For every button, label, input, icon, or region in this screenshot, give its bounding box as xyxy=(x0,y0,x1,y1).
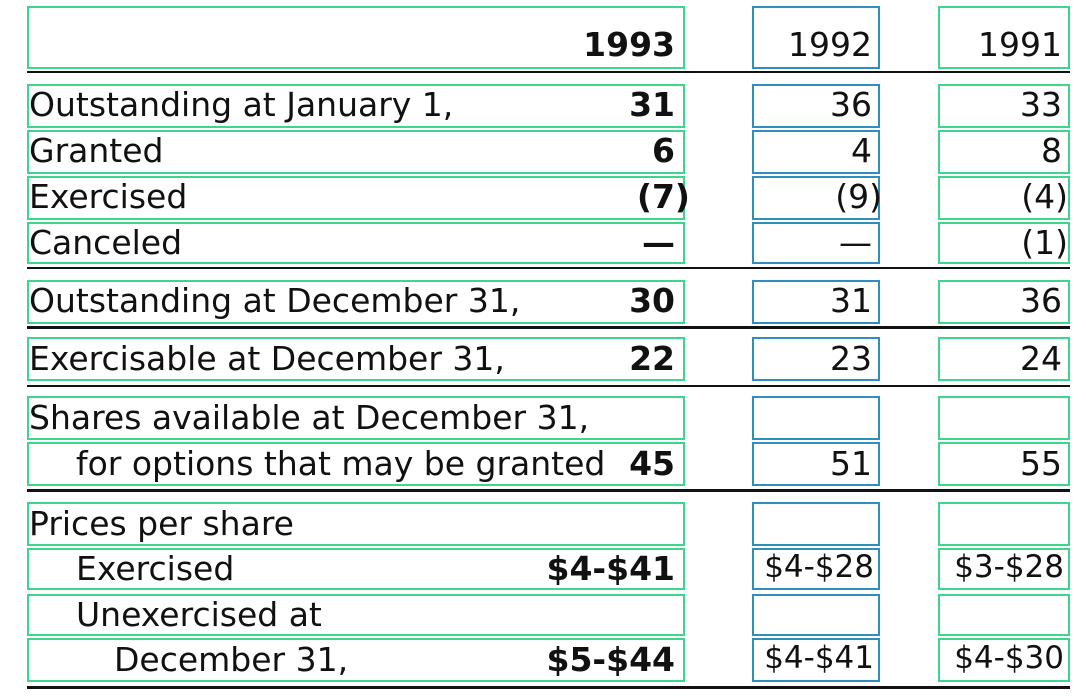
row8-label-cell xyxy=(27,502,685,546)
row11-label-cell xyxy=(27,638,685,682)
row4-1991: 36 xyxy=(1020,281,1062,320)
row9-1991-cell xyxy=(938,548,1070,590)
header-cell-1992 xyxy=(752,6,880,69)
header-1993: 1993 xyxy=(583,25,675,64)
row6-1992-cell xyxy=(752,396,880,440)
rule-before-outstanding xyxy=(27,267,1070,269)
row0-1991: 33 xyxy=(1020,85,1062,124)
row1-label-cell xyxy=(27,130,685,174)
bottom-rule xyxy=(27,686,1070,689)
row9-1992: $4-$28 xyxy=(764,549,874,585)
row3-label: Canceled xyxy=(29,223,183,262)
row1-1993: 6 xyxy=(652,131,675,170)
row1-1992-cell xyxy=(752,130,880,174)
row2-1992-cell xyxy=(752,176,880,220)
row7-label-cell xyxy=(27,442,685,486)
rule-before-exercisable xyxy=(27,326,1070,329)
row11-1992: $4-$41 xyxy=(764,640,874,676)
row10-label: Unexercised at xyxy=(76,595,322,634)
row0-1991-cell xyxy=(938,84,1070,128)
row7-1991: 55 xyxy=(1020,444,1062,483)
row11-1991: $4-$30 xyxy=(954,640,1064,676)
row0-1993: 31 xyxy=(629,85,675,124)
row4-1991-cell xyxy=(938,280,1070,324)
row5-1991: 24 xyxy=(1020,339,1062,378)
row5-1992-cell xyxy=(752,337,880,381)
row8-1992-cell xyxy=(752,502,880,546)
row0-label: Outstanding at January 1, xyxy=(29,85,454,124)
row0-1992: 36 xyxy=(830,85,872,124)
row0-1992-cell xyxy=(752,84,880,128)
row2-1991-cell xyxy=(938,176,1070,220)
header-1992: 1992 xyxy=(788,25,872,64)
header-rule xyxy=(27,71,1070,73)
row0-label-cell xyxy=(27,84,685,128)
header-cell-1993 xyxy=(27,6,685,69)
row8-1991-cell xyxy=(938,502,1070,546)
row5-1991-cell xyxy=(938,337,1070,381)
rule-before-shares xyxy=(27,385,1070,387)
row7-label: for options that may be granted xyxy=(76,444,606,483)
row4-1993: 30 xyxy=(629,281,675,320)
row7-1991-cell xyxy=(938,442,1070,486)
row2-label: Exercised xyxy=(29,177,188,216)
row2-1993: (7) xyxy=(636,177,690,216)
row11-1993: $5-$44 xyxy=(546,640,675,679)
row1-1992: 4 xyxy=(851,131,872,170)
row10-label-cell xyxy=(27,594,685,636)
row3-1991: (1) xyxy=(1021,223,1068,262)
row1-label: Granted xyxy=(29,131,164,170)
row5-1992: 23 xyxy=(830,339,872,378)
row10-1992-cell xyxy=(752,594,880,636)
row4-1992-cell xyxy=(752,280,880,324)
header-cell-1991 xyxy=(938,6,1070,69)
header-1991: 1991 xyxy=(978,25,1062,64)
row11-label: December 31, xyxy=(114,640,349,679)
row7-1993: 45 xyxy=(629,444,675,483)
row3-1991-cell xyxy=(938,222,1070,264)
row3-1992-cell xyxy=(752,222,880,264)
row9-label: Exercised xyxy=(76,549,235,588)
row4-1992: 31 xyxy=(830,281,872,320)
row11-1992-cell xyxy=(752,638,880,682)
row2-1991: (4) xyxy=(1021,177,1068,216)
row9-1993: $4-$41 xyxy=(546,549,675,588)
row2-1992: (9) xyxy=(835,177,882,216)
row4-label-cell xyxy=(27,280,685,324)
row5-label: Exercisable at December 31, xyxy=(29,339,505,378)
row7-1992: 51 xyxy=(830,444,872,483)
row6-label-cell xyxy=(27,396,685,440)
row5-label-cell xyxy=(27,337,685,381)
row7-1992-cell xyxy=(752,442,880,486)
row3-1993: — xyxy=(642,223,675,262)
row1-1991-cell xyxy=(938,130,1070,174)
row10-1991-cell xyxy=(938,594,1070,636)
row9-1992-cell xyxy=(752,548,880,590)
row3-label-cell xyxy=(27,222,685,264)
row2-label-cell xyxy=(27,176,685,220)
row9-label-cell xyxy=(27,548,685,590)
row11-1991-cell xyxy=(938,638,1070,682)
rule-before-prices xyxy=(27,489,1070,492)
row6-1991-cell xyxy=(938,396,1070,440)
row8-label: Prices per share xyxy=(29,504,294,543)
row3-1992: — xyxy=(839,223,872,262)
row4-label: Outstanding at December 31, xyxy=(29,281,521,320)
row5-1993: 22 xyxy=(629,339,675,378)
row1-1991: 8 xyxy=(1041,131,1062,170)
row6-label: Shares available at December 31, xyxy=(29,398,590,437)
row9-1991: $3-$28 xyxy=(954,549,1064,585)
